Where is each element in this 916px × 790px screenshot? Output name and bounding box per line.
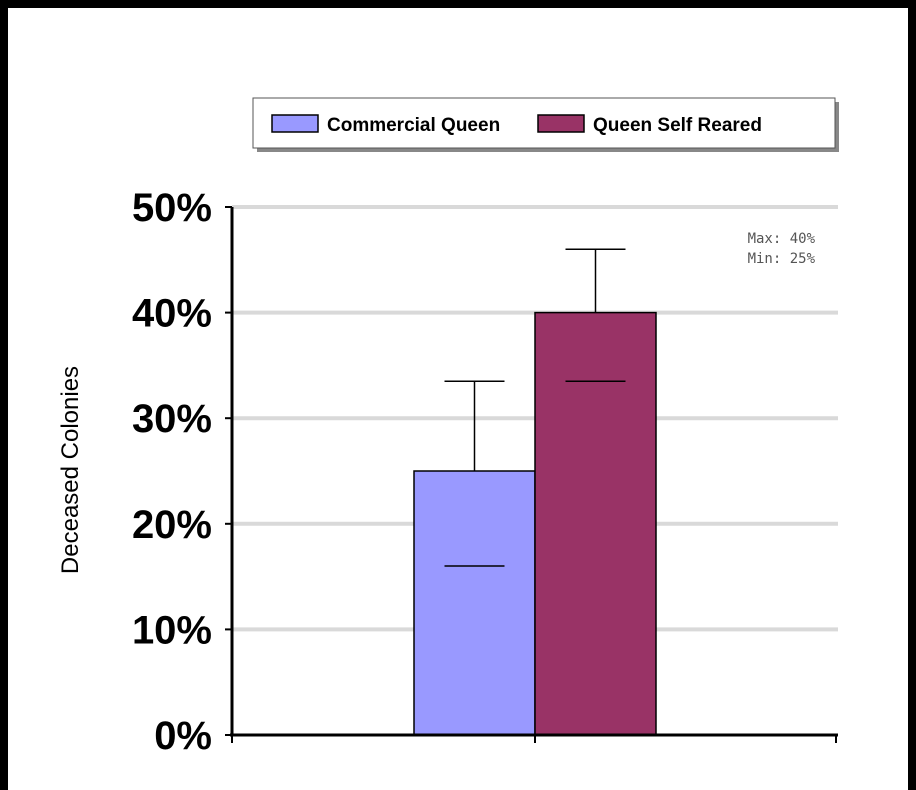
y-tick-label: 40% <box>132 292 212 336</box>
error-bars <box>444 248 626 567</box>
y-tick-label: 20% <box>132 503 212 547</box>
bar-queen-self-reared <box>534 311 657 736</box>
y-tick-label: 10% <box>132 608 212 652</box>
legend-label-commercial-queen: Commercial Queen <box>327 115 500 136</box>
y-tick-label: 0% <box>154 714 212 758</box>
y-tick-labels: 0% 10% 20% 30% 40% 50% <box>132 186 212 758</box>
axes <box>225 206 838 743</box>
bars <box>413 311 657 736</box>
legend-swatch-commercial-queen <box>271 114 319 133</box>
bar-commercial-queen <box>413 470 536 736</box>
legend-label-queen-self-reared: Queen Self Reared <box>593 115 762 136</box>
annotation-text: Min: 25% <box>748 251 816 267</box>
y-tick-label: 30% <box>132 397 212 441</box>
y-tick-label: 50% <box>132 186 212 230</box>
legend-swatch-queen-self-reared <box>537 114 585 133</box>
annotations: Max: 40% Min: 25% <box>748 231 816 267</box>
y-axis-label: Deceased Colonies <box>57 366 84 574</box>
legend: Commercial Queen Queen Self Reared <box>252 97 839 152</box>
annotation-text: Max: 40% <box>748 231 816 247</box>
